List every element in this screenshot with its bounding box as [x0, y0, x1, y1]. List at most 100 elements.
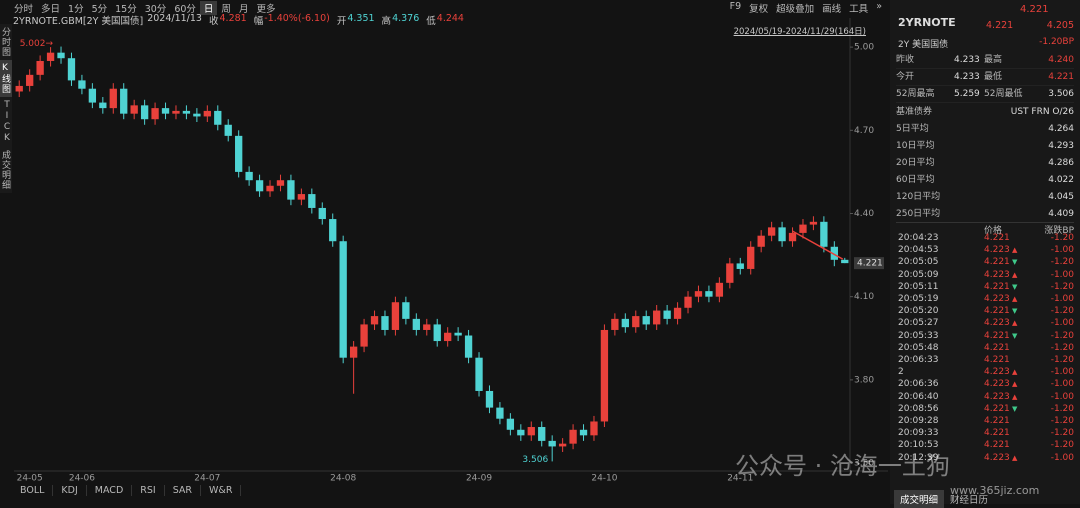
trade-row: 20:06:36 4.223 ▲ -1.00: [896, 378, 1074, 390]
average-value: 4.264: [1048, 124, 1074, 134]
trade-time: 20:12:39: [898, 452, 939, 463]
trade-price: 4.221: [984, 416, 1010, 426]
trade-price: 4.221: [984, 233, 1010, 243]
tool-button[interactable]: 画线: [822, 4, 842, 15]
candle-body: [841, 259, 849, 264]
quote-change: -1.20BP: [1039, 37, 1074, 47]
trade-change: -1.20: [1050, 428, 1074, 439]
period-tab[interactable]: 多日: [41, 4, 61, 15]
indicator-tab[interactable]: KDJ: [53, 485, 87, 496]
candle-body: [527, 427, 535, 436]
bottom-tab[interactable]: 财经日历: [950, 495, 989, 506]
candle-body: [370, 316, 379, 325]
candle-body: [402, 302, 410, 319]
trade-time: 20:04:53: [898, 245, 939, 256]
header-open: 4.351: [347, 13, 375, 24]
candle-body: [715, 282, 724, 297]
period-tab[interactable]: 1分: [68, 4, 84, 15]
range-label: 2024/05/19-2024/11/29(164日): [733, 27, 866, 37]
trade-time: 20:05:27: [898, 318, 939, 329]
period-tab[interactable]: 60分: [174, 4, 196, 15]
side-tab[interactable]: 分时图: [0, 27, 10, 57]
y-tick-label: 5.00: [854, 43, 874, 53]
candle-body: [590, 421, 598, 436]
x-tick-label: 24-08: [330, 474, 356, 484]
trade-change: -1.00: [1050, 245, 1074, 256]
candle-body: [15, 85, 23, 92]
candle-body: [120, 88, 128, 114]
trade-row: 20:06:40 4.223 ▲ -1.00: [896, 391, 1074, 403]
indicator-tab[interactable]: MACD: [87, 485, 133, 496]
candle-body: [433, 324, 441, 342]
tool-button[interactable]: F9: [729, 1, 742, 12]
indicator-tab[interactable]: SAR: [165, 485, 202, 496]
candle-body: [642, 316, 650, 325]
candle-body: [621, 318, 629, 328]
header-low-label: 低: [426, 16, 436, 27]
stat-value: 4.233: [954, 55, 980, 65]
trade-price: 4.223: [984, 318, 1010, 329]
indicator-tab[interactable]: BOLL: [12, 485, 54, 496]
trade-arrow: ▼: [1012, 404, 1018, 413]
trade-change: -1.20: [1050, 355, 1074, 365]
average-row: 20日平均 4.286: [896, 155, 1074, 171]
trade-change: -1.00: [1050, 391, 1074, 402]
stat-label: 52周最高: [896, 89, 935, 99]
candle-body: [287, 180, 295, 200]
period-tab[interactable]: 月: [238, 4, 249, 15]
tool-button[interactable]: 复权: [749, 4, 769, 15]
candle-body: [172, 110, 180, 114]
candle-body: [36, 60, 44, 75]
trade-time: 20:09:28: [898, 416, 939, 426]
average-row: 250日平均 4.409: [896, 206, 1074, 222]
trade-time: 20:05:33: [898, 330, 939, 341]
candle-body: [67, 58, 76, 81]
x-tick-label: 24-07: [194, 474, 220, 484]
period-tab[interactable]: 5分: [91, 4, 108, 15]
candle-body: [767, 227, 776, 236]
side-tab[interactable]: TICK: [2, 100, 12, 144]
chart-panel: 3.50 3.80 4.10 4.40 4.70 5.00 24-05 24-06 24-07 2…: [0, 1, 888, 496]
average-value: 4.409: [1048, 209, 1074, 219]
candle-body: [705, 291, 713, 297]
stat-label: 今开: [896, 72, 915, 82]
trade-change: -1.20: [1050, 416, 1074, 426]
tool-button[interactable]: 超级叠加: [776, 4, 815, 15]
period-tab[interactable]: 更多: [256, 4, 276, 15]
side-tab[interactable]: K线图: [0, 60, 12, 97]
period-tab[interactable]: 15分: [115, 4, 137, 15]
trade-change: -1.20: [1050, 330, 1074, 341]
bottom-tab[interactable]: 成交明细: [894, 490, 945, 508]
period-tab[interactable]: 日: [199, 1, 218, 15]
stat-value: 4.240: [1048, 55, 1074, 65]
trade-time: 20:06:33: [898, 355, 939, 365]
trade-change: -1.00: [1050, 294, 1074, 304]
period-tab[interactable]: 30分: [144, 4, 167, 15]
trade-price: 4.221: [984, 355, 1010, 365]
trade-change: -1.00: [1050, 318, 1074, 329]
tool-button[interactable]: »: [876, 1, 882, 12]
candle-body: [412, 318, 420, 330]
candle-body: [736, 263, 744, 269]
tool-button[interactable]: 工具: [849, 4, 869, 15]
trade-arrow: ▼: [1012, 282, 1018, 291]
trade-time: 20:05:48: [898, 342, 939, 353]
average-label: 120日平均: [896, 192, 941, 202]
trade-row: 20:05:09 4.223 ▲ -1.00: [896, 269, 1074, 281]
trade-time: 20:09:33: [898, 428, 939, 439]
candle-body: [224, 124, 232, 136]
candle-body: [182, 110, 191, 114]
header-high: 4.376: [392, 13, 420, 24]
indicator-tab[interactable]: RSI: [132, 485, 165, 496]
candle-body: [423, 324, 431, 330]
period-tab[interactable]: 分时: [14, 4, 34, 15]
indicator-tab[interactable]: W&R: [201, 485, 242, 496]
average-row: 60日平均 4.022: [896, 172, 1074, 188]
average-label: 基准债券: [896, 107, 933, 117]
quote-symbol: 2YRNOTE: [898, 16, 956, 29]
trade-row: 20:10:53 4.221 -1.20: [896, 439, 1074, 451]
side-tab[interactable]: 成交明细: [0, 150, 10, 190]
trade-price: 4.221: [984, 330, 1010, 341]
period-tab[interactable]: 周: [221, 4, 231, 15]
candle-body: [130, 105, 138, 114]
